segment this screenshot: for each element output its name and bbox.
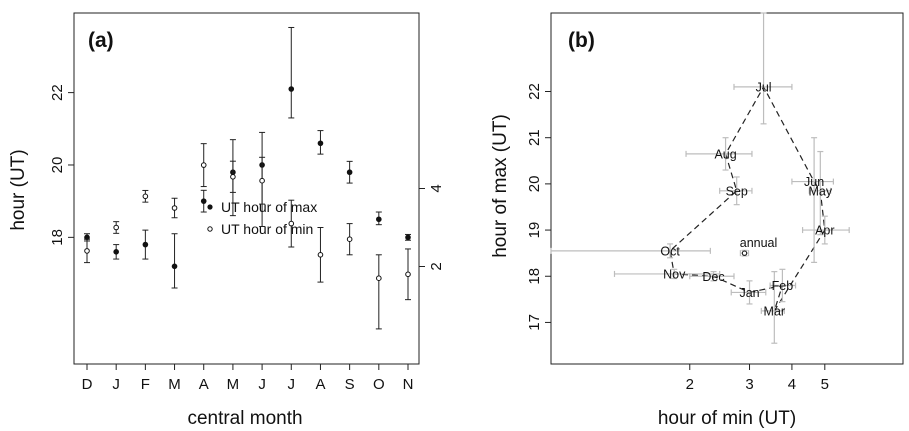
- label-dec: Dec: [702, 270, 724, 284]
- max-point: [376, 216, 382, 223]
- x-tick-label-m: M: [227, 376, 240, 393]
- min-point: [113, 224, 119, 231]
- min-point: [317, 252, 324, 258]
- right-y-tick-label-4: 4: [428, 184, 445, 192]
- panel-b: (b) hour of min (UT) hour of max (UT) 2 3…: [490, 12, 904, 429]
- point-annual: [741, 250, 748, 256]
- max-point: [200, 198, 207, 204]
- y-tick-label-18: 18: [526, 268, 543, 285]
- min-point: [230, 174, 236, 180]
- x-tick-label-j: J: [112, 376, 120, 393]
- x-tick-label-j: J: [288, 376, 296, 393]
- seasonal-cycle-line: [669, 85, 826, 312]
- x-tick-label-4: 4: [788, 376, 796, 393]
- label-nov: Nov: [663, 267, 686, 281]
- label-jul: Jul: [756, 80, 772, 94]
- min-point: [405, 271, 411, 278]
- left-y-tick-label-20: 20: [49, 157, 66, 174]
- x-tick-label-s: S: [345, 376, 355, 393]
- max-point: [142, 241, 149, 248]
- legend-max-marker: [207, 204, 213, 210]
- min-point: [259, 177, 265, 184]
- min-point: [288, 220, 295, 227]
- min-point: [346, 236, 353, 242]
- y-tick-label-21: 21: [526, 129, 543, 146]
- x-tick-label-n: N: [403, 376, 414, 393]
- label-aug: Aug: [714, 147, 736, 161]
- max-point: [288, 86, 295, 92]
- y-tick-label-19: 19: [526, 222, 543, 239]
- min-point: [200, 162, 207, 168]
- x-tick-label-a: A: [315, 376, 325, 393]
- left-y-tick-label-18: 18: [49, 229, 66, 246]
- y-tick-label-17: 17: [526, 314, 543, 331]
- x-tick-label-a: A: [199, 376, 209, 393]
- min-point: [84, 248, 90, 254]
- legend-max-label: UT hour of max: [221, 199, 317, 215]
- label-feb: Feb: [772, 279, 794, 293]
- x-tick-label-5: 5: [821, 376, 829, 393]
- label-oct: Oct: [660, 244, 680, 258]
- panel-a-xlabel: central month: [187, 408, 302, 429]
- max-point: [317, 140, 324, 147]
- right-y-tick-label-2: 2: [428, 262, 445, 270]
- panel-b-frame: [550, 12, 904, 365]
- label-apr: Apr: [815, 224, 834, 238]
- panel-a: (a) central month hour (UT) UT hour of m…: [8, 12, 445, 429]
- panel-b-ylabel: hour of max (UT): [490, 114, 511, 258]
- label-jan: Jan: [739, 286, 759, 300]
- y-tick-label-20: 20: [526, 176, 543, 193]
- min-point: [142, 193, 149, 200]
- label-sep: Sep: [726, 184, 748, 198]
- x-tick-label-o: O: [373, 376, 385, 393]
- max-point: [346, 169, 353, 176]
- min-point: [171, 205, 178, 211]
- label-may: May: [808, 184, 832, 198]
- x-tick-label-3: 3: [745, 376, 753, 393]
- y-tick-label-22: 22: [526, 83, 543, 100]
- panel-b-label: (b): [568, 29, 595, 52]
- x-tick-label-d: D: [82, 376, 93, 393]
- panel-a-frame: [73, 12, 420, 365]
- label-annual: annual: [740, 236, 778, 250]
- min-point: [376, 275, 382, 282]
- x-tick-label-m: M: [168, 376, 181, 393]
- legend-min-marker: [207, 226, 213, 232]
- label-jun: Jun: [804, 175, 824, 189]
- label-mar: Mar: [764, 304, 786, 318]
- left-y-tick-label-22: 22: [49, 84, 66, 101]
- legend-min-label: UT hour of min: [221, 221, 313, 237]
- panel-a-ylabel: hour (UT): [8, 149, 29, 230]
- x-tick-label-f: F: [141, 376, 150, 393]
- panel-a-label: (a): [88, 29, 114, 52]
- max-point: [171, 263, 178, 270]
- panel-b-xlabel: hour of min (UT): [658, 408, 796, 429]
- x-tick-label-j: J: [258, 376, 266, 393]
- max-point: [405, 234, 411, 241]
- x-tick-label-2: 2: [686, 376, 694, 393]
- max-point: [113, 249, 119, 255]
